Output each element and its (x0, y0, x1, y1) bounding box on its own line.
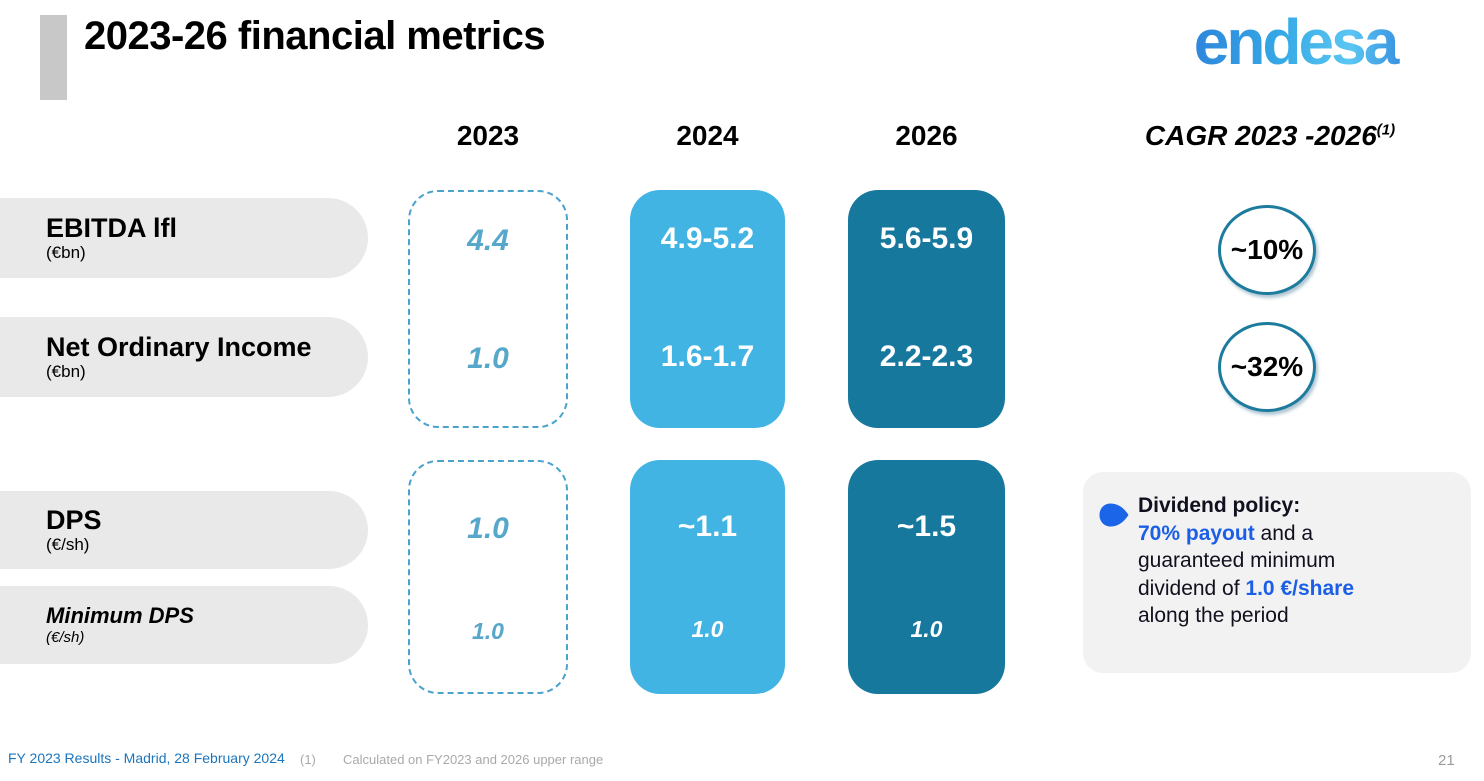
value-box-2023-bottom: 1.0 1.0 (408, 460, 568, 694)
row-label-text: Net Ordinary Income (46, 332, 312, 362)
row-label-text: DPS (46, 505, 102, 535)
value-box-2026-top: 5.6-5.9 2.2-2.3 (848, 190, 1005, 428)
value-box-2026-bottom: ~1.5 1.0 (848, 460, 1005, 694)
footer-presentation-title: FY 2023 Results - Madrid, 28 February 20… (8, 750, 285, 766)
dividend-policy-text: Dividend policy: 70% payout and a guaran… (1138, 492, 1453, 630)
value-dps-2024: ~1.1 (677, 510, 738, 543)
page-number: 21 (1438, 752, 1455, 769)
value-noi-2026: 2.2-2.3 (879, 340, 974, 373)
value-box-2024-bottom: ~1.1 1.0 (630, 460, 785, 694)
cagr-value: ~10% (1230, 234, 1304, 265)
callout-text-fragment: and a (1254, 521, 1314, 545)
value-box-2024-top: 4.9-5.2 1.6-1.7 (630, 190, 785, 428)
callout-title: Dividend policy: (1138, 494, 1301, 517)
dividend-highlight: 1.0 €/share (1245, 576, 1355, 600)
callout-text-fragment: along the period (1138, 604, 1289, 627)
endesa-logo: endesa (1170, 2, 1420, 82)
value-box-2023-top: 4.4 1.0 (408, 190, 568, 428)
column-header-2026: 2026 (895, 120, 958, 151)
droplet-bullet-icon (1099, 503, 1129, 527)
footnote-marker: (1) (300, 752, 316, 767)
value-min-dps-2024: 1.0 (691, 616, 724, 642)
row-label-net-ordinary-income: Net Ordinary Income (€bn) (0, 317, 368, 397)
cagr-value: ~32% (1230, 351, 1304, 382)
row-label-dps: DPS (€/sh) (0, 491, 368, 569)
callout-text-fragment: dividend of (1138, 576, 1246, 600)
payout-highlight: 70% payout (1138, 521, 1255, 545)
callout-text-fragment: guaranteed minimum (1138, 549, 1336, 572)
value-ebitda-2024: 4.9-5.2 (660, 222, 755, 255)
value-noi-2024: 1.6-1.7 (660, 340, 755, 373)
footnote-text: Calculated on FY2023 and 2026 upper rang… (343, 752, 604, 767)
cagr-badge-net-ordinary-income: ~32% (1218, 322, 1316, 412)
column-header-cagr: CAGR 2023 -2026(1) (1085, 120, 1455, 152)
value-min-dps-2023: 1.0 (472, 618, 504, 644)
row-label-ebitda: EBITDA lfl (€bn) (0, 198, 368, 278)
row-label-minimum-dps: Minimum DPS (€/sh) (0, 586, 368, 664)
column-header-2023: 2023 (456, 120, 520, 151)
page-title: 2023-26 financial metrics (84, 14, 546, 58)
cagr-header-label: CAGR 2023 -2026 (1144, 120, 1377, 151)
row-label-text: EBITDA lfl (46, 213, 177, 243)
row-label-text: Minimum DPS (46, 602, 194, 628)
column-header-2024: 2024 (676, 120, 739, 151)
value-ebitda-2026: 5.6-5.9 (879, 222, 974, 255)
row-unit-text: (€bn) (46, 362, 86, 381)
row-unit-text: (€/sh) (46, 628, 85, 646)
row-unit-text: (€bn) (46, 243, 86, 262)
cagr-badge-ebitda: ~10% (1218, 205, 1316, 295)
value-dps-2026: ~1.5 (896, 510, 957, 543)
cagr-footnote-superscript: (1) (1376, 121, 1396, 139)
value-ebitda-2023: 4.4 (467, 224, 509, 257)
value-noi-2023: 1.0 (467, 342, 509, 375)
dividend-policy-callout: Dividend policy: 70% payout and a guaran… (1083, 472, 1471, 673)
value-min-dps-2026: 1.0 (910, 616, 943, 642)
title-accent-bar (40, 15, 67, 100)
value-dps-2023: 1.0 (467, 512, 509, 545)
row-unit-text: (€/sh) (46, 535, 90, 554)
